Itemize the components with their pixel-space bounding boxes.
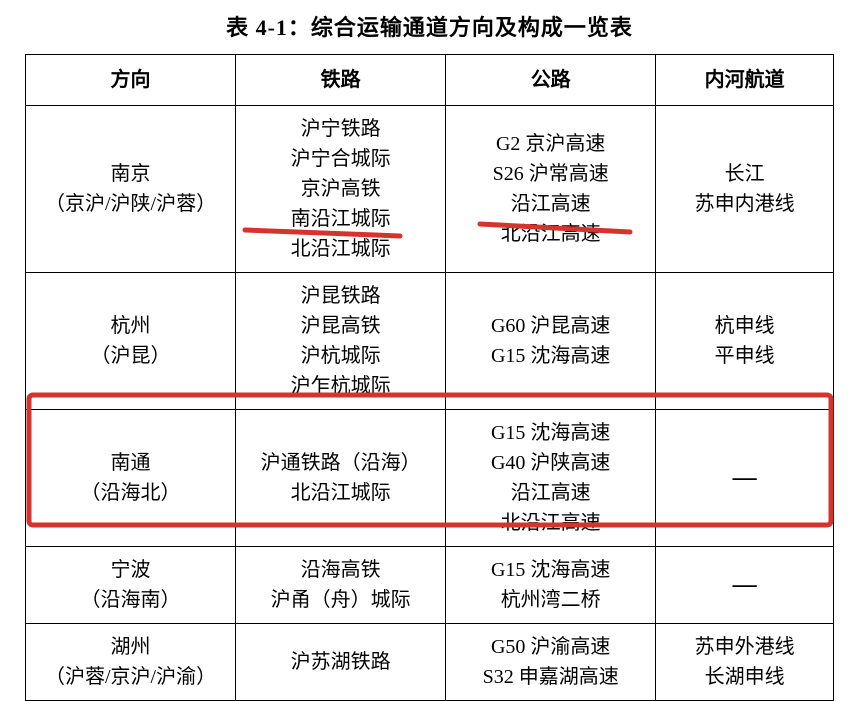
cell-water: 杭申线 平申线 bbox=[656, 273, 834, 410]
cell-water: — bbox=[656, 410, 834, 547]
cell-rail: 沪通铁路（沿海） 北沿江城际 bbox=[236, 410, 446, 547]
cell-rail: 沪宁铁路 沪宁合城际 京沪高铁 南沿江城际 北沿江城际 bbox=[236, 106, 446, 273]
cell-direction: 南京 （京沪/沪陕/沪蓉） bbox=[26, 106, 236, 273]
cell-road: G50 沪渝高速 S32 申嘉湖高速 bbox=[446, 624, 656, 701]
cell-water: 苏申外港线 长湖申线 bbox=[656, 624, 834, 701]
header-water: 内河航道 bbox=[656, 55, 834, 106]
table-row: 宁波 （沿海南） 沿海高铁 沪甬（舟）城际 G15 沈海高速 杭州湾二桥 — bbox=[26, 547, 834, 624]
cell-rail: 沿海高铁 沪甬（舟）城际 bbox=[236, 547, 446, 624]
header-rail: 铁路 bbox=[236, 55, 446, 106]
cell-rail: 沪苏湖铁路 bbox=[236, 624, 446, 701]
table-row: 湖州 （沪蓉/京沪/沪渝） 沪苏湖铁路 G50 沪渝高速 S32 申嘉湖高速 苏… bbox=[26, 624, 834, 701]
header-road: 公路 bbox=[446, 55, 656, 106]
cell-direction: 宁波 （沿海南） bbox=[26, 547, 236, 624]
cell-direction: 杭州 （沪昆） bbox=[26, 273, 236, 410]
table-row: 杭州 （沪昆） 沪昆铁路 沪昆高铁 沪杭城际 沪乍杭城际 G60 沪昆高速 G1… bbox=[26, 273, 834, 410]
table-row: 南通 （沿海北） 沪通铁路（沿海） 北沿江城际 G15 沈海高速 G40 沪陕高… bbox=[26, 410, 834, 547]
cell-direction: 湖州 （沪蓉/京沪/沪渝） bbox=[26, 624, 236, 701]
cell-road: G15 沈海高速 杭州湾二桥 bbox=[446, 547, 656, 624]
transport-table: 方向 铁路 公路 内河航道 南京 （京沪/沪陕/沪蓉） 沪宁铁路 沪宁合城际 京… bbox=[25, 54, 834, 701]
cell-rail: 沪昆铁路 沪昆高铁 沪杭城际 沪乍杭城际 bbox=[236, 273, 446, 410]
table-title: 表 4-1：综合运输通道方向及构成一览表 bbox=[25, 10, 834, 42]
cell-road: G2 京沪高速 S26 沪常高速 沿江高速 北沿江高速 bbox=[446, 106, 656, 273]
header-row: 方向 铁路 公路 内河航道 bbox=[26, 55, 834, 106]
cell-water: 长江 苏申内港线 bbox=[656, 106, 834, 273]
table-row: 南京 （京沪/沪陕/沪蓉） 沪宁铁路 沪宁合城际 京沪高铁 南沿江城际 北沿江城… bbox=[26, 106, 834, 273]
cell-water: — bbox=[656, 547, 834, 624]
cell-road: G60 沪昆高速 G15 沈海高速 bbox=[446, 273, 656, 410]
cell-road: G15 沈海高速 G40 沪陕高速 沿江高速 北沿江高速 bbox=[446, 410, 656, 547]
cell-direction: 南通 （沿海北） bbox=[26, 410, 236, 547]
header-direction: 方向 bbox=[26, 55, 236, 106]
